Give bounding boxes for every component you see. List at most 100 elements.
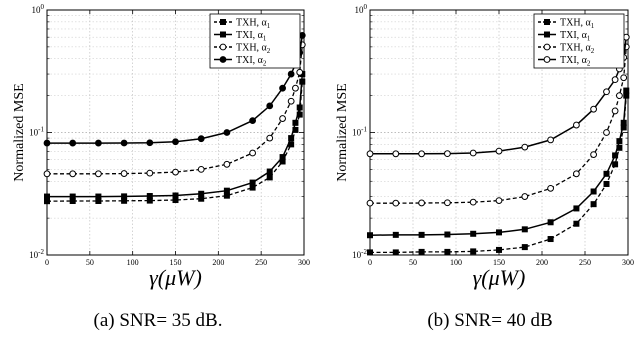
data-point: [292, 84, 299, 92]
data-point: [620, 119, 627, 126]
data-point: [495, 246, 502, 253]
data-point: [288, 135, 295, 142]
x-tick-label: 300: [622, 258, 634, 267]
x-axis-label: γ(μW): [473, 265, 526, 290]
data-point: [296, 68, 304, 76]
data-point: [366, 232, 373, 239]
data-point: [620, 74, 628, 82]
data-point: [120, 139, 128, 147]
data-point: [495, 147, 503, 155]
chart-panel-b: 0 50 100 150 200 250 300 10-2 10-1 100 Normalized …: [335, 3, 634, 290]
data-point: [266, 102, 274, 110]
x-tick-label: 100: [450, 258, 462, 267]
data-point: [444, 248, 451, 255]
series-line: [370, 46, 627, 204]
data-point: [392, 249, 399, 256]
caption-a: (a) SNR= 35 dB.: [93, 310, 223, 331]
data-point: [172, 138, 179, 146]
data-point: [266, 168, 273, 175]
legend-swatch-marker: [544, 31, 551, 38]
legend-label: TXH, α2: [560, 43, 595, 56]
series-2: [366, 87, 630, 239]
y-axis-label: Normalized MSE: [335, 83, 350, 181]
data-point: [469, 149, 477, 157]
x-tick-label: 200: [212, 258, 224, 267]
y-tick-label: 10-2: [29, 248, 44, 260]
data-point: [547, 184, 554, 192]
legend-label: TXI, α2: [560, 55, 591, 68]
data-point: [521, 226, 528, 233]
data-point: [603, 88, 610, 96]
data-point: [547, 136, 554, 144]
data-point: [392, 199, 400, 207]
data-point: [172, 168, 179, 176]
data-point: [249, 184, 256, 191]
data-point: [444, 231, 451, 238]
data-point: [223, 160, 231, 168]
data-point: [69, 170, 77, 178]
series-3: [43, 41, 306, 178]
data-point: [603, 180, 610, 187]
data-point: [573, 220, 580, 227]
data-point: [366, 249, 373, 256]
data-point: [292, 119, 299, 126]
chart-panel-a: 0 50 100 150 200 250 300 10-2 10-1 100 Normalized …: [12, 3, 310, 290]
data-point: [603, 129, 610, 136]
data-point: [121, 193, 128, 200]
series-line: [370, 95, 627, 254]
data-point: [366, 150, 374, 158]
series-2: [44, 71, 306, 200]
y-tick-label: 10-1: [29, 126, 44, 138]
caption-b: (b) SNR= 40 dB: [427, 310, 553, 331]
data-point: [469, 198, 477, 206]
series-line: [369, 90, 628, 236]
legend-label: TXI, α2: [236, 55, 267, 68]
data-point: [444, 150, 451, 158]
data-point: [547, 236, 554, 243]
data-point: [616, 138, 623, 145]
data-point: [279, 115, 286, 122]
data-point: [197, 135, 205, 143]
data-point: [611, 76, 619, 84]
data-point: [612, 152, 619, 159]
x-tick-label: 50: [86, 258, 94, 267]
data-point: [146, 193, 153, 200]
data-point: [521, 244, 528, 251]
data-point: [573, 205, 580, 212]
data-point: [95, 170, 102, 178]
data-point: [616, 92, 623, 100]
x-tick-label: 0: [368, 258, 372, 267]
data-point: [43, 170, 51, 178]
legend-label: TXI, α1: [560, 30, 591, 43]
legend-swatch-marker: [544, 18, 551, 25]
data-point: [470, 230, 477, 237]
y-tick-label: 10-1: [352, 126, 367, 138]
data-point: [366, 199, 374, 207]
data-point: [296, 104, 303, 111]
data-point: [418, 231, 425, 238]
data-point: [392, 150, 400, 158]
data-point: [287, 70, 295, 78]
x-tick-label: 200: [536, 258, 548, 267]
data-point: [590, 105, 597, 113]
data-point: [590, 188, 597, 195]
data-point: [279, 84, 286, 92]
data-point: [249, 179, 256, 186]
data-point: [146, 169, 154, 177]
series-line: [46, 81, 303, 202]
y-tick-label: 10-2: [352, 248, 367, 260]
series-3: [366, 43, 630, 207]
x-axis-label: γ(μW): [149, 265, 202, 290]
data-point: [418, 199, 426, 207]
series-line: [47, 44, 303, 175]
y-axis-label: Normalized MSE: [12, 83, 27, 181]
data-point: [444, 199, 451, 207]
data-point: [266, 174, 273, 181]
data-point: [198, 190, 205, 197]
data-point: [266, 134, 274, 142]
x-tick-label: 150: [170, 258, 182, 267]
x-tick-label: 50: [409, 258, 417, 267]
data-point: [120, 170, 128, 177]
data-point: [573, 170, 580, 178]
